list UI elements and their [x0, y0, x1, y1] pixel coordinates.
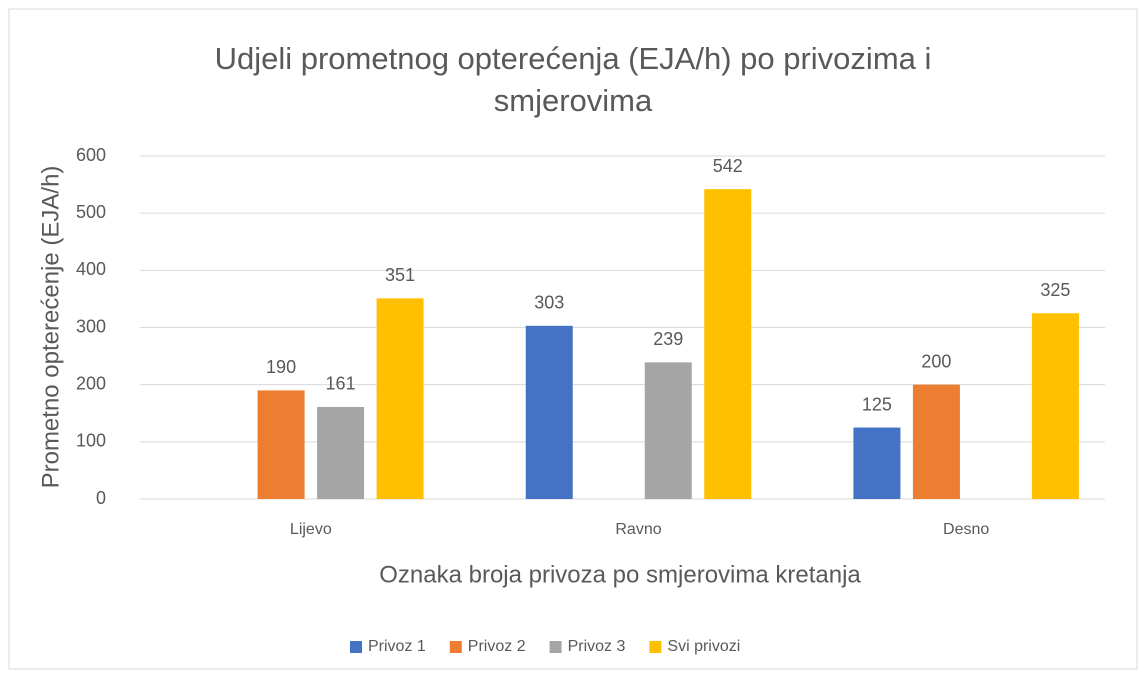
legend-swatch: [649, 641, 662, 653]
y-tick-label: 300: [76, 316, 106, 336]
data-label: 325: [1040, 280, 1070, 300]
legend-label: Privoz 3: [568, 638, 626, 655]
legend-swatch: [449, 641, 462, 653]
x-tick-label: Desno: [943, 521, 989, 538]
x-tick-label: Ravno: [615, 521, 661, 538]
y-tick-label: 100: [76, 431, 106, 451]
bar: [1031, 313, 1079, 499]
x-tick-label: Lijevo: [290, 521, 332, 538]
data-label: 239: [653, 329, 683, 349]
data-label: 542: [713, 156, 743, 176]
data-label: 200: [921, 351, 951, 371]
y-tick-label: 200: [76, 373, 106, 393]
y-tick-label: 0: [96, 488, 106, 508]
y-axis-label: Prometno opterećenje (EJA/h): [37, 166, 64, 489]
data-label: 161: [326, 374, 356, 394]
chart-border: [8, 8, 1138, 670]
legend-swatch: [350, 641, 362, 653]
bar: [257, 390, 305, 499]
bar: [644, 362, 692, 499]
legend-label: Privoz 1: [368, 638, 426, 655]
bar: [912, 384, 960, 499]
bar: [704, 189, 752, 499]
y-tick-label: 400: [76, 259, 106, 279]
bar: [525, 325, 573, 499]
data-label: 351: [385, 265, 415, 285]
x-axis-label: Oznaka broja privoza po smjerovima kreta…: [379, 561, 861, 588]
legend-swatch: [549, 641, 562, 653]
data-label: 125: [862, 394, 892, 414]
chart-title: Udjeli prometnog opterećenja (EJA/h) po …: [214, 41, 932, 118]
data-label: 190: [266, 357, 296, 377]
y-tick-label: 500: [76, 202, 106, 222]
bar: [376, 298, 424, 499]
bar: [317, 406, 365, 499]
legend-label: Privoz 2: [468, 638, 526, 655]
legend-label: Svi privozi: [667, 638, 740, 655]
data-label: 303: [534, 293, 564, 313]
y-tick-label: 600: [76, 145, 106, 165]
bar: [853, 427, 901, 499]
